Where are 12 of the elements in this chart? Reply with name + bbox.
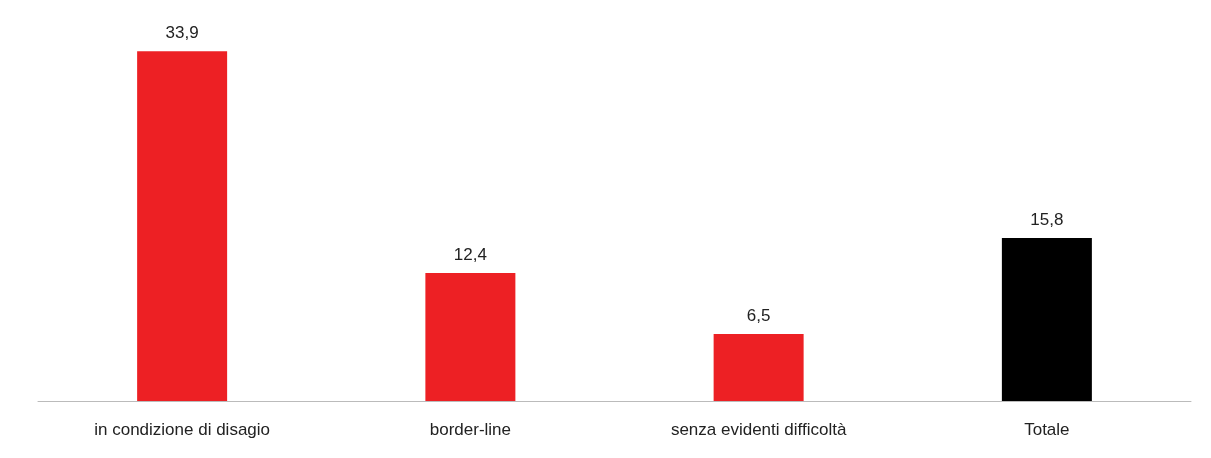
data-label: 6,5 — [746, 305, 771, 325]
bar — [713, 333, 804, 401]
x-tick-label: senza evidenti difficoltà — [670, 420, 847, 439]
x-tick-label: in condizione di disagio — [94, 420, 271, 439]
x-tick-label: Totale — [1024, 420, 1070, 439]
data-label: 15,8 — [1030, 210, 1064, 230]
bar — [137, 51, 228, 401]
x-tick-label: border-line — [429, 420, 512, 439]
data-label: 12,4 — [453, 245, 487, 265]
data-label: 33,9 — [165, 23, 199, 43]
bar — [425, 273, 516, 401]
bar — [1001, 238, 1092, 401]
